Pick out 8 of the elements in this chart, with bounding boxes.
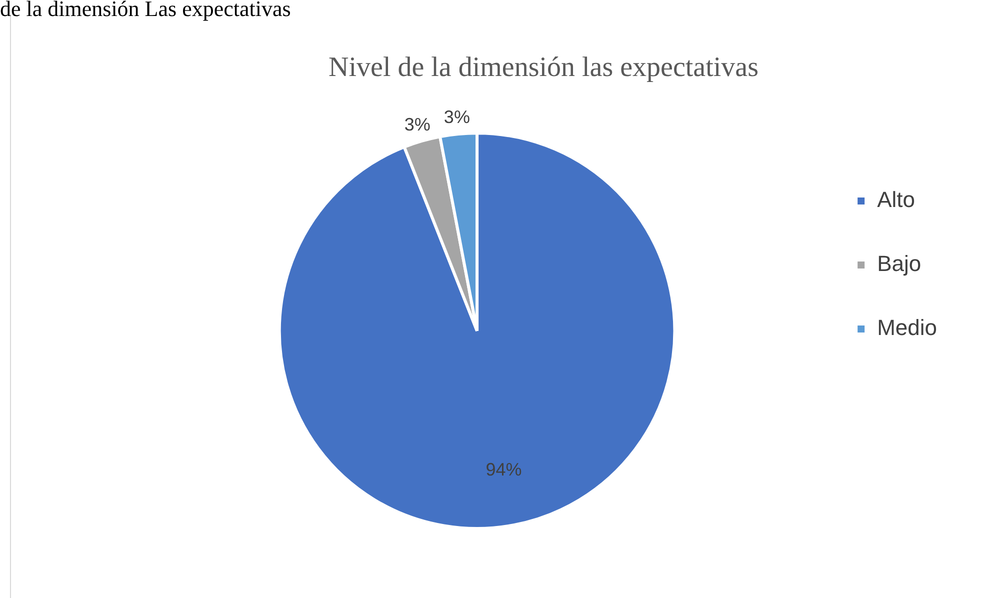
data-label: 3% xyxy=(444,107,470,128)
data-label: 94% xyxy=(486,460,522,480)
chart-title: Nivel de la dimensión las expectativas xyxy=(328,52,758,84)
data-label: 3% xyxy=(404,114,430,135)
legend-label: Alto xyxy=(877,187,915,212)
legend-label: Medio xyxy=(877,315,937,340)
text: de la dimensión Las expectativas xyxy=(0,0,291,22)
legend-label: Bajo xyxy=(877,251,922,276)
